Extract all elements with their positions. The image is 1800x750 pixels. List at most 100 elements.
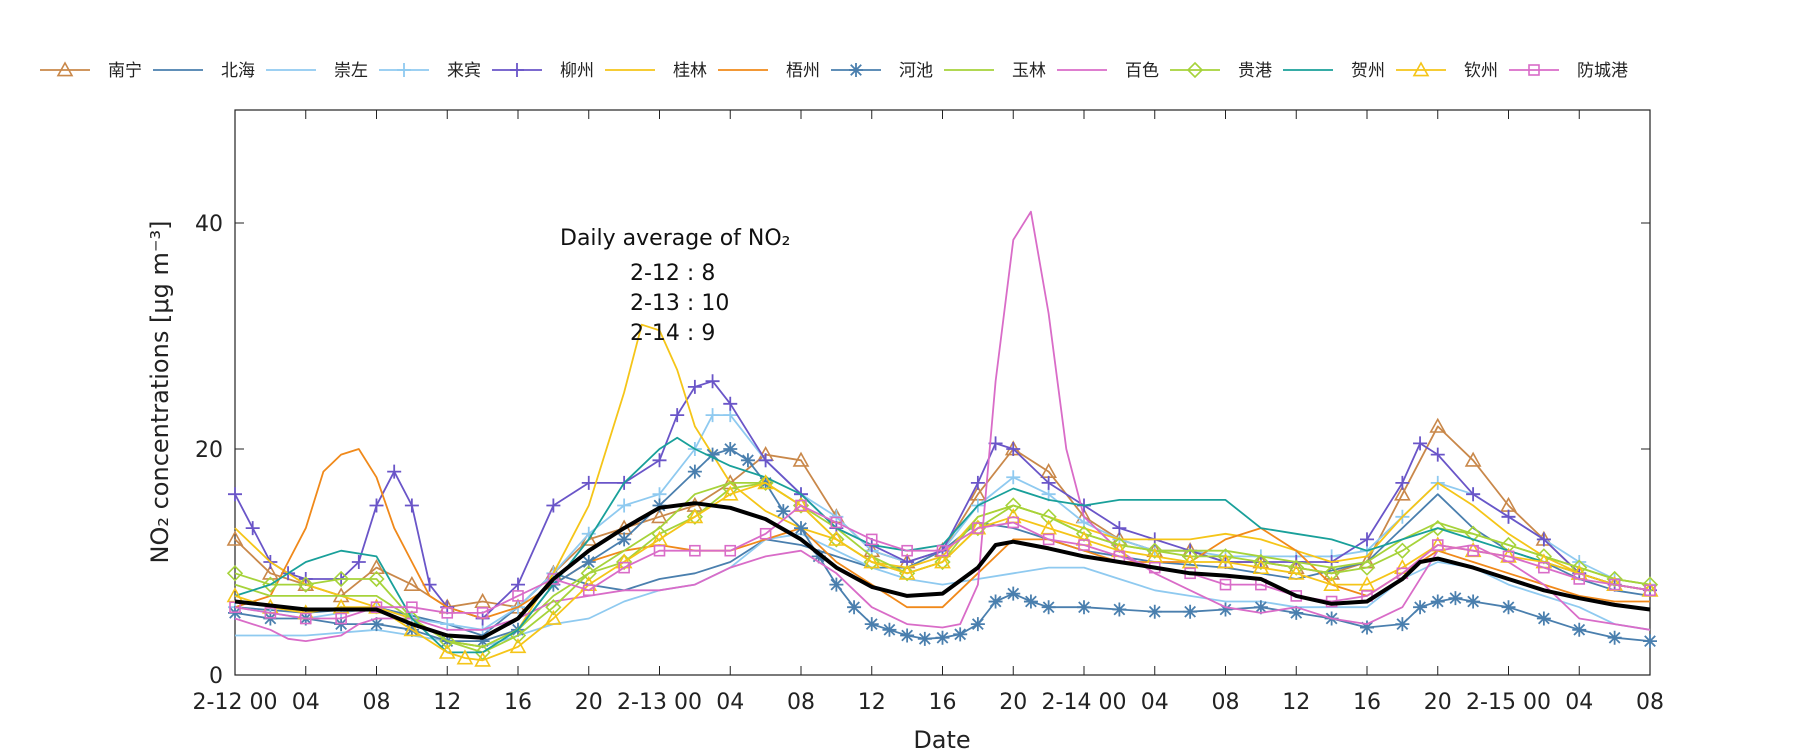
data-point [1181, 548, 1199, 565]
data-point [723, 396, 738, 411]
data-point [934, 553, 951, 571]
series-3 [228, 408, 1657, 637]
data-point [403, 621, 421, 637]
data-point [1448, 591, 1463, 606]
data-point [1078, 539, 1090, 551]
data-point [245, 521, 260, 536]
x-axis-title: Date [913, 726, 970, 750]
data-point [511, 577, 525, 592]
data-point [865, 533, 878, 546]
data-point [740, 453, 755, 468]
data-point [1323, 575, 1340, 592]
data-point [882, 622, 897, 637]
series-layer [226, 210, 1659, 667]
data-point [545, 599, 562, 616]
data-point [1358, 559, 1376, 576]
x-tick-label: 04 [1565, 690, 1593, 715]
series-line [234, 493, 1651, 637]
data-point [1360, 532, 1374, 547]
legend-item: 玉林 [944, 61, 1046, 81]
data-point [1538, 561, 1550, 574]
legend-label: 梧州 [786, 61, 820, 81]
data-point [970, 617, 985, 632]
data-point [456, 649, 474, 665]
legend-label: 贵港 [1238, 61, 1272, 81]
data-point [264, 607, 277, 619]
data-point [369, 617, 384, 632]
x-tick-label: 12 [433, 690, 461, 715]
data-point [1502, 550, 1515, 563]
data-point [721, 485, 739, 501]
data-point [441, 607, 454, 619]
x-tick-label: 08 [1636, 690, 1664, 715]
data-point [581, 555, 596, 569]
data-point [1644, 584, 1656, 597]
data-point [953, 627, 968, 642]
data-point [1006, 470, 1021, 485]
data-point [1288, 559, 1305, 576]
data-point [299, 612, 312, 625]
data-point [1217, 553, 1234, 569]
data-point [1412, 61, 1430, 77]
series-line [234, 436, 1651, 654]
data-point [1430, 447, 1445, 462]
x-tick-label: 20 [1424, 690, 1452, 715]
plot-frame [234, 109, 1651, 676]
data-point [1606, 570, 1623, 588]
legend-label: 河池 [899, 61, 933, 81]
x-tick-label: 08 [363, 690, 391, 715]
data-point [900, 628, 915, 643]
data-point [581, 475, 596, 490]
data-point [439, 632, 456, 650]
data-point [1041, 475, 1056, 490]
data-point [705, 374, 720, 389]
x-tick-label: 08 [1212, 690, 1240, 715]
legend-label: 北海 [221, 61, 255, 81]
data-point [1394, 485, 1411, 501]
data-point [297, 576, 314, 593]
data-point [387, 464, 402, 479]
legend-item: 贺州 [1283, 61, 1385, 81]
data-point [1252, 553, 1270, 571]
data-point [898, 564, 916, 580]
data-point [970, 475, 985, 490]
data-point [1431, 539, 1444, 551]
data-point [1501, 600, 1516, 615]
y-tick-label: 0 [209, 664, 223, 689]
series-9 [234, 210, 1651, 642]
data-point [1112, 521, 1127, 536]
data-point [440, 617, 455, 632]
data-point [705, 408, 720, 423]
data-point [792, 451, 810, 467]
data-point [651, 525, 668, 542]
data-point [689, 544, 701, 557]
data-point [1077, 600, 1091, 615]
data-point [1146, 542, 1163, 559]
legend-item: 百色 [1057, 61, 1159, 81]
data-point [1607, 630, 1622, 645]
data-point [226, 565, 244, 582]
data-point [1464, 525, 1482, 542]
data-point [617, 532, 632, 547]
data-point [422, 577, 437, 592]
data-point [1041, 600, 1056, 615]
legend-item: 钦州 [1396, 61, 1498, 81]
x-tick-label: 16 [929, 690, 957, 715]
data-point [1429, 519, 1446, 537]
annotation-line-3: 2-14 : 9 [630, 321, 715, 346]
data-point [545, 609, 562, 625]
legend-item: 贵港 [1170, 61, 1272, 81]
data-point [1006, 586, 1021, 601]
data-point [617, 498, 632, 513]
x-tick-label: 16 [1353, 690, 1381, 715]
x-tick-label: 16 [504, 690, 532, 715]
x-tick-label: 04 [716, 690, 744, 715]
x-tick-label: 04 [292, 690, 320, 715]
series-line [234, 504, 1651, 620]
data-point [1395, 475, 1410, 490]
data-point [1323, 565, 1340, 582]
data-point [723, 442, 738, 456]
data-point [1186, 61, 1204, 79]
data-point [988, 594, 1003, 609]
